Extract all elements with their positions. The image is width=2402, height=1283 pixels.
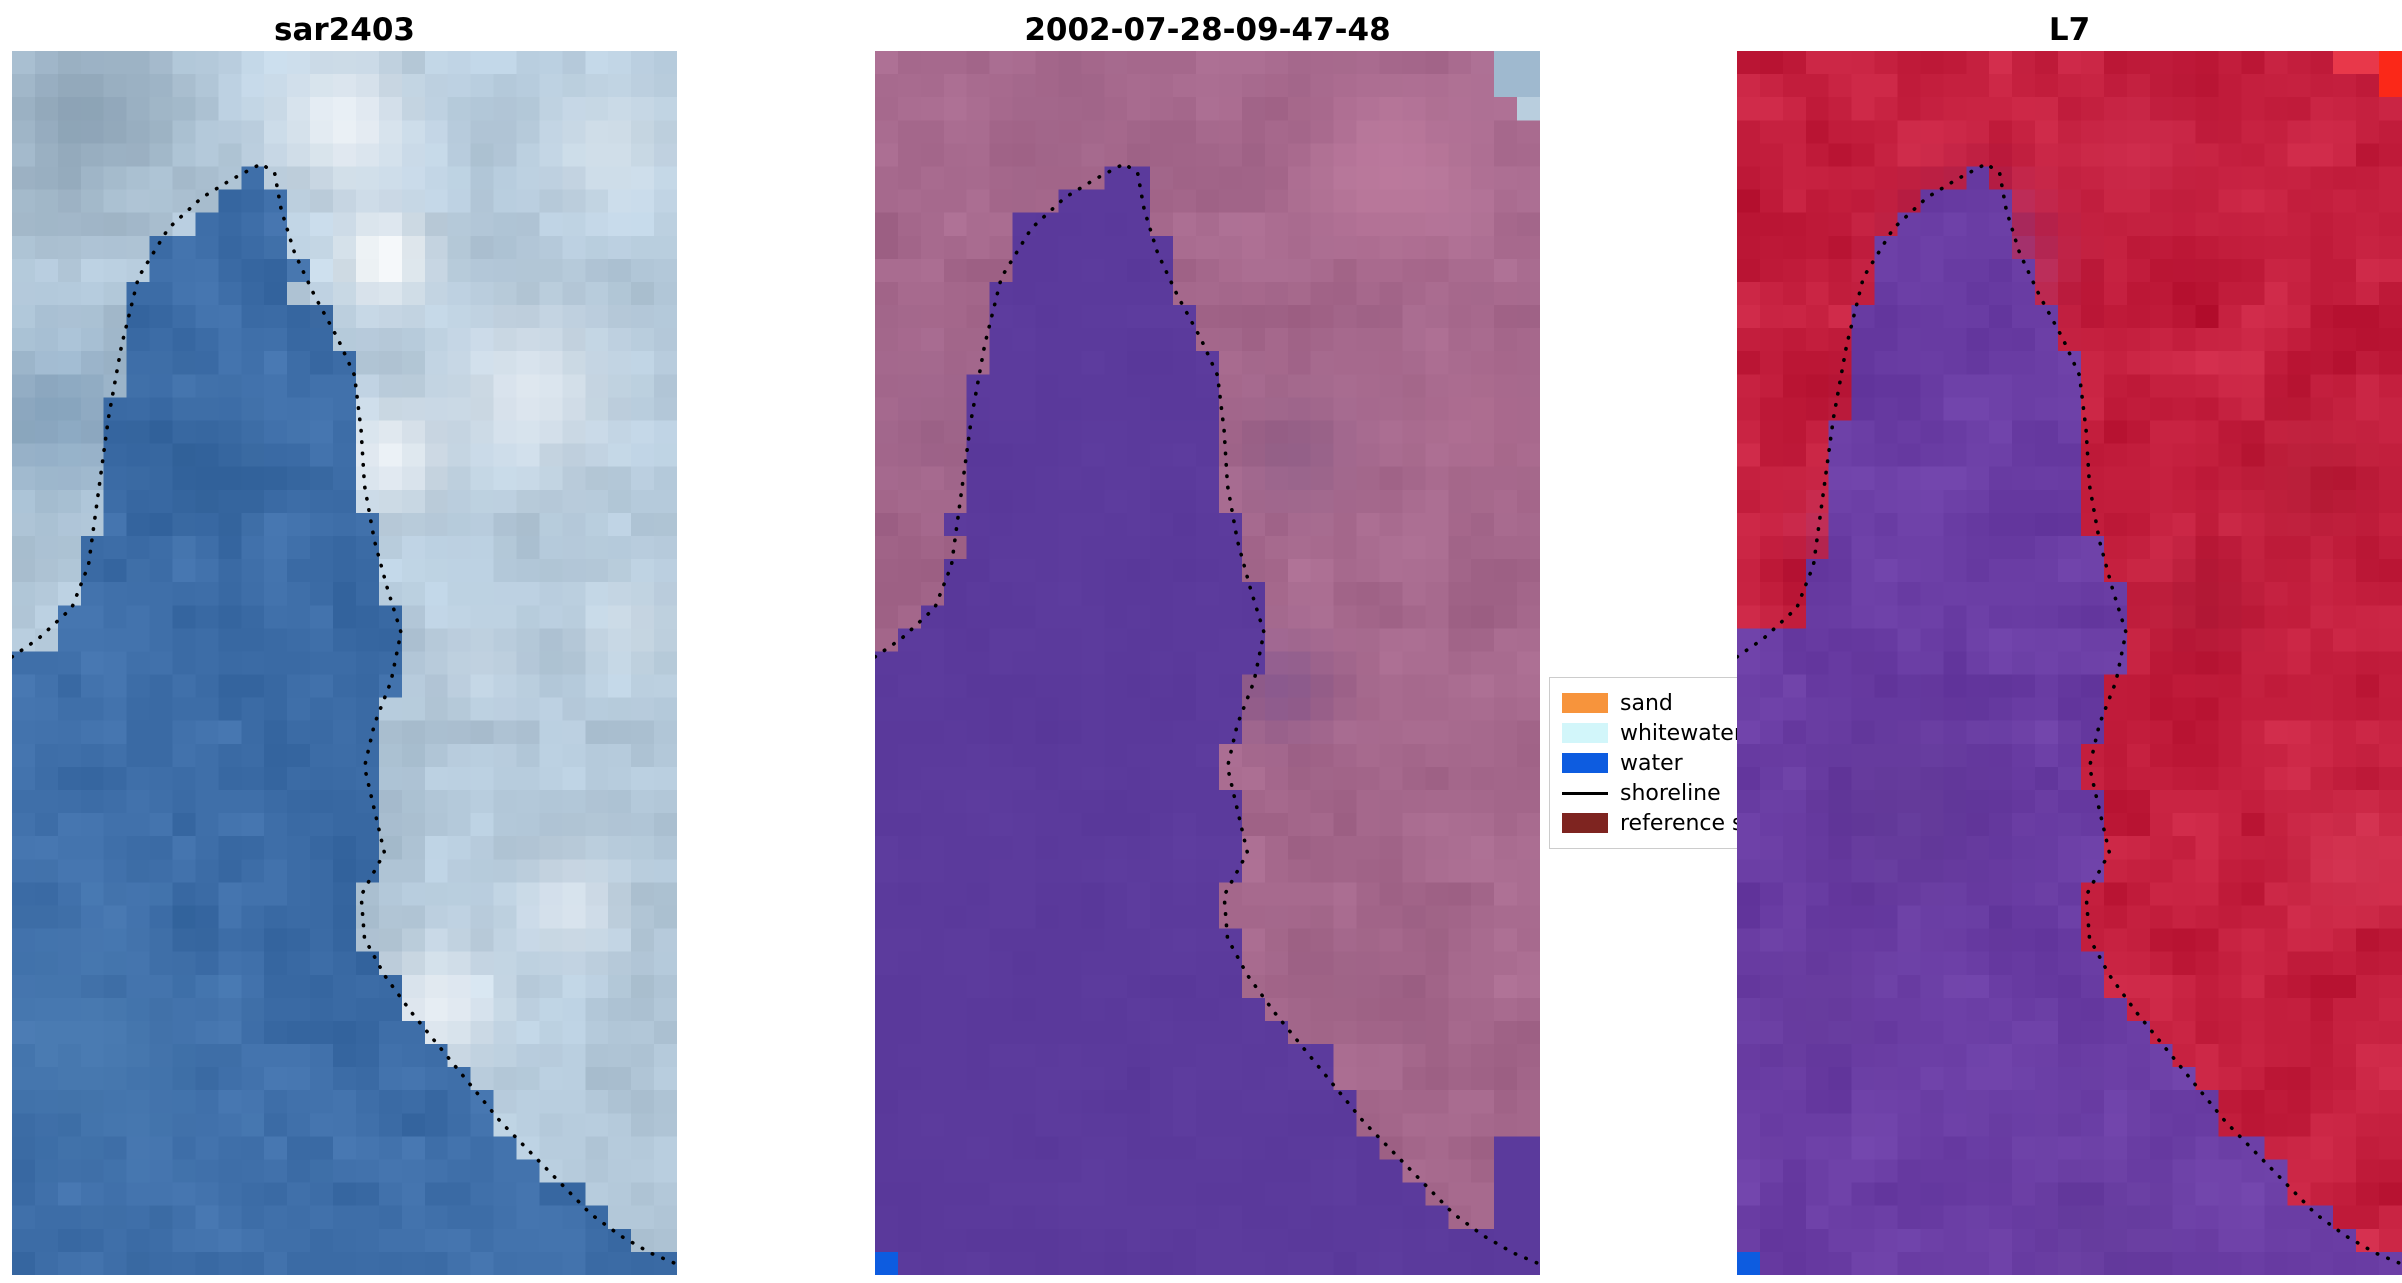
legend-swatch-shoreline bbox=[1562, 791, 1608, 795]
panel-l7 bbox=[1737, 51, 2402, 1275]
panel-title-date: 2002-07-28-09-47-48 bbox=[1024, 12, 1391, 48]
panel-classified bbox=[875, 51, 1540, 1275]
legend-entry-water: water bbox=[1562, 748, 1833, 778]
legend-label: water bbox=[1620, 750, 1683, 776]
legend-swatch-whitewater bbox=[1562, 723, 1608, 743]
legend-entry-shoreline: shoreline bbox=[1562, 778, 1833, 808]
legend-label: sand bbox=[1620, 690, 1673, 716]
l7-image bbox=[1737, 51, 2402, 1275]
sar2403-image bbox=[12, 51, 677, 1275]
legend-swatch-reference-shoreline bbox=[1562, 813, 1608, 833]
legend-swatch-water bbox=[1562, 753, 1608, 773]
classified-image bbox=[875, 51, 1540, 1275]
legend-entry-sand: sand bbox=[1562, 688, 1833, 718]
legend-swatch-sand bbox=[1562, 693, 1608, 713]
legend-entry-whitewater: whitewater bbox=[1562, 718, 1833, 748]
legend-label: whitewater bbox=[1620, 720, 1743, 746]
panel-title-sar2403: sar2403 bbox=[274, 12, 415, 48]
panel-title-l7: L7 bbox=[2048, 12, 2091, 48]
legend-label: shoreline bbox=[1620, 780, 1721, 806]
panel-sar2403 bbox=[12, 51, 677, 1275]
